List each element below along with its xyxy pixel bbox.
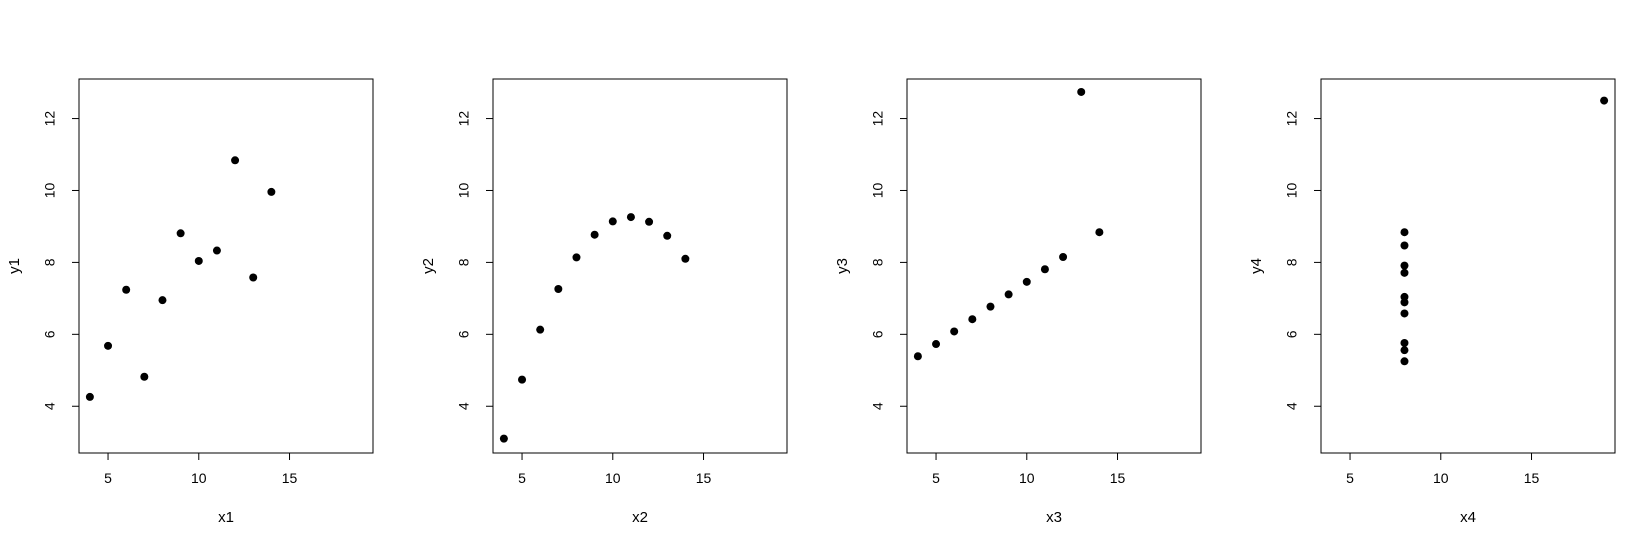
y-tick-label: 12: [1284, 111, 1300, 127]
data-point: [212, 246, 221, 255]
scatter-panel-3: 5 10 15 4 6 8 10 12 x3 y3: [834, 78, 1202, 526]
y-tick-label: 8: [42, 258, 58, 266]
data-point: [554, 285, 563, 294]
x-tick-label: 15: [282, 470, 298, 486]
data-point: [518, 375, 527, 384]
scatter-panel-4: 5 10 15 4 6 8 10 12 x4 y4: [1248, 78, 1616, 526]
y-tick-label: 8: [1284, 258, 1300, 266]
x-tick-label: 5: [104, 470, 112, 486]
data-point: [1400, 357, 1409, 366]
data-point: [249, 273, 258, 282]
x-tick-label: 10: [1433, 470, 1449, 486]
y-tick-label: 4: [42, 402, 58, 410]
data-point: [968, 315, 977, 324]
scatter-panel-2: 5 10 15 4 6 8 10 12 x2 y2: [420, 78, 788, 526]
plot-frame: [906, 78, 1202, 454]
y-tick-label: 6: [1284, 330, 1300, 338]
plot-frame: [492, 78, 788, 454]
data-point: [1400, 228, 1409, 237]
x-axis-label: x1: [218, 509, 234, 526]
x-tick-label: 15: [1524, 470, 1540, 486]
data-point: [608, 217, 617, 226]
y-axis-label: y4: [1248, 258, 1265, 274]
y-axis-label: y1: [6, 258, 23, 274]
x-tick-label: 5: [518, 470, 526, 486]
y-tick-label: 4: [870, 402, 886, 410]
data-point: [572, 253, 581, 262]
data-point: [1400, 268, 1409, 277]
data-point: [663, 231, 672, 240]
data-point: [1059, 253, 1068, 262]
data-point: [499, 434, 508, 443]
y-tick-label: 10: [870, 182, 886, 198]
y-tick-label: 10: [1284, 182, 1300, 198]
x-tick-label: 15: [696, 470, 712, 486]
plot-frame: [78, 78, 374, 454]
data-point: [986, 302, 995, 311]
y-tick-label: 12: [456, 111, 472, 127]
y-tick-label: 6: [456, 330, 472, 338]
data-point: [1095, 228, 1104, 237]
data-point: [194, 256, 203, 265]
scatter-panel-1: 5 10 15 4 6 8 10 12 x1 y1: [6, 78, 374, 526]
data-point: [681, 254, 690, 263]
data-point: [231, 156, 240, 165]
data-point: [1400, 309, 1409, 318]
y-axis-label: y2: [420, 258, 437, 274]
data-point: [104, 341, 113, 350]
y-axis-label: y3: [834, 258, 851, 274]
y-tick-label: 4: [1284, 402, 1300, 410]
data-point: [1400, 346, 1409, 355]
data-point: [626, 213, 635, 222]
y-tick-label: 6: [42, 330, 58, 338]
x-tick-label: 5: [932, 470, 940, 486]
data-point: [122, 285, 131, 294]
data-point: [1077, 87, 1086, 96]
data-point: [1040, 265, 1049, 274]
data-point: [85, 392, 94, 401]
plot-frame: [1320, 78, 1616, 454]
data-point: [1004, 290, 1013, 299]
x-axis-label: x4: [1460, 509, 1476, 526]
data-point: [1400, 298, 1409, 307]
data-point: [1400, 338, 1409, 347]
data-point: [950, 327, 959, 336]
data-point: [140, 372, 149, 381]
y-tick-label: 10: [456, 182, 472, 198]
data-point: [1600, 96, 1609, 105]
data-point: [267, 187, 276, 196]
x-tick-label: 15: [1110, 470, 1126, 486]
data-point: [932, 340, 941, 349]
data-point: [536, 325, 545, 334]
data-point: [158, 296, 167, 305]
y-tick-label: 8: [456, 258, 472, 266]
data-point: [645, 217, 654, 226]
y-tick-label: 12: [42, 111, 58, 127]
x-tick-label: 10: [605, 470, 621, 486]
data-point: [1400, 261, 1409, 270]
y-tick-label: 4: [456, 402, 472, 410]
y-tick-label: 12: [870, 111, 886, 127]
data-point: [176, 229, 185, 238]
x-axis-label: x2: [632, 509, 648, 526]
data-point: [1400, 241, 1409, 250]
data-point: [590, 230, 599, 239]
x-tick-label: 10: [191, 470, 207, 486]
data-point: [913, 352, 922, 361]
y-tick-label: 6: [870, 330, 886, 338]
x-tick-label: 5: [1346, 470, 1354, 486]
y-tick-label: 10: [42, 182, 58, 198]
data-point: [1022, 277, 1031, 286]
x-axis-label: x3: [1046, 509, 1062, 526]
x-tick-label: 10: [1019, 470, 1035, 486]
y-tick-label: 8: [870, 258, 886, 266]
